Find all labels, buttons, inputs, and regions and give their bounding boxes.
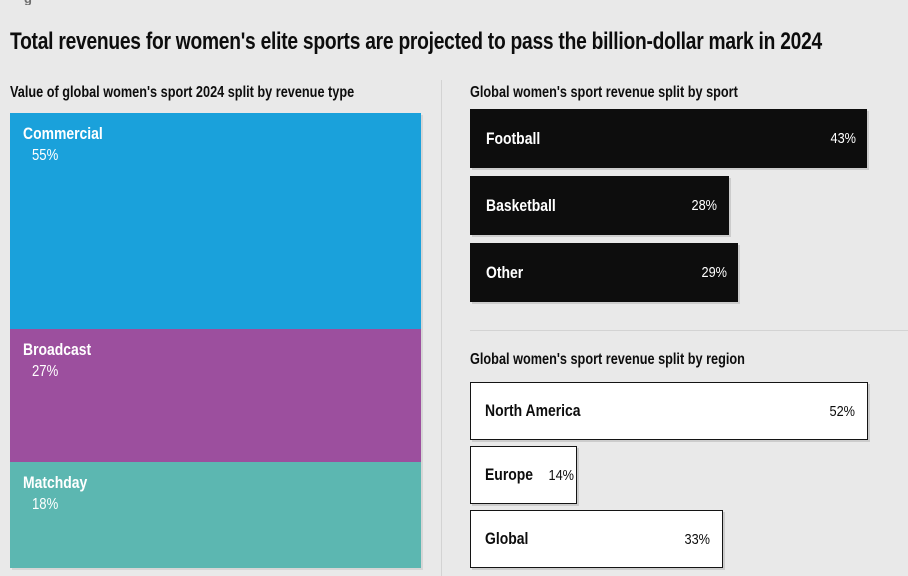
bar-value: 28%	[691, 197, 718, 214]
revenue-type-chart-title: Value of global women's sport 2024 split…	[10, 84, 355, 101]
segment-value: 27%	[32, 363, 59, 381]
segment-broadcast: Broadcast 27%	[10, 329, 421, 463]
bar-value: 52%	[829, 402, 855, 420]
bar-europe: Europe 14%	[470, 446, 578, 504]
kicker-fragment-glyph: g	[24, 0, 32, 5]
region-chart-title: Global women's sport revenue split by re…	[470, 351, 745, 368]
vertical-divider	[441, 80, 442, 576]
bar-north-america: North America 52%	[470, 382, 868, 440]
revenue-type-stacked-bar: Commercial 55% Broadcast 27% Matchday 18…	[10, 113, 421, 568]
bar-value: 14%	[548, 466, 574, 484]
segment-label: Broadcast	[23, 340, 92, 360]
segment-label: Matchday	[23, 473, 88, 493]
bar-value: 33%	[684, 530, 710, 548]
bar-basketball: Basketball 28%	[470, 176, 729, 235]
bar-label: Global	[485, 529, 529, 548]
bar-value: 29%	[701, 264, 727, 281]
bar-label: Europe	[485, 465, 534, 484]
bar-value: 43%	[830, 130, 856, 147]
sport-bar-chart: Football 43% Basketball 28% Other 29%	[470, 109, 867, 302]
bar-label: Football	[486, 128, 541, 148]
horizontal-divider	[470, 330, 908, 331]
bar-label: North America	[485, 401, 581, 420]
bar-other: Other 29%	[470, 243, 738, 302]
bar-label: Other	[486, 262, 524, 282]
bar-global: Global 33%	[470, 510, 723, 568]
kicker-fragment-clipped: g	[24, 0, 40, 5]
segment-value: 18%	[32, 496, 59, 514]
segment-label: Commercial	[23, 124, 103, 143]
segment-commercial: Commercial 55%	[10, 113, 421, 330]
sport-chart-title: Global women's sport revenue split by sp…	[470, 84, 738, 101]
bar-label: Basketball	[486, 195, 556, 215]
page-title: Total revenues for women's elite sports …	[10, 28, 822, 56]
region-bar-chart: North America 52% Europe 14% Global 33%	[470, 382, 868, 568]
segment-value: 55%	[32, 147, 59, 164]
segment-matchday: Matchday 18%	[10, 462, 421, 568]
bar-football: Football 43%	[470, 109, 867, 168]
